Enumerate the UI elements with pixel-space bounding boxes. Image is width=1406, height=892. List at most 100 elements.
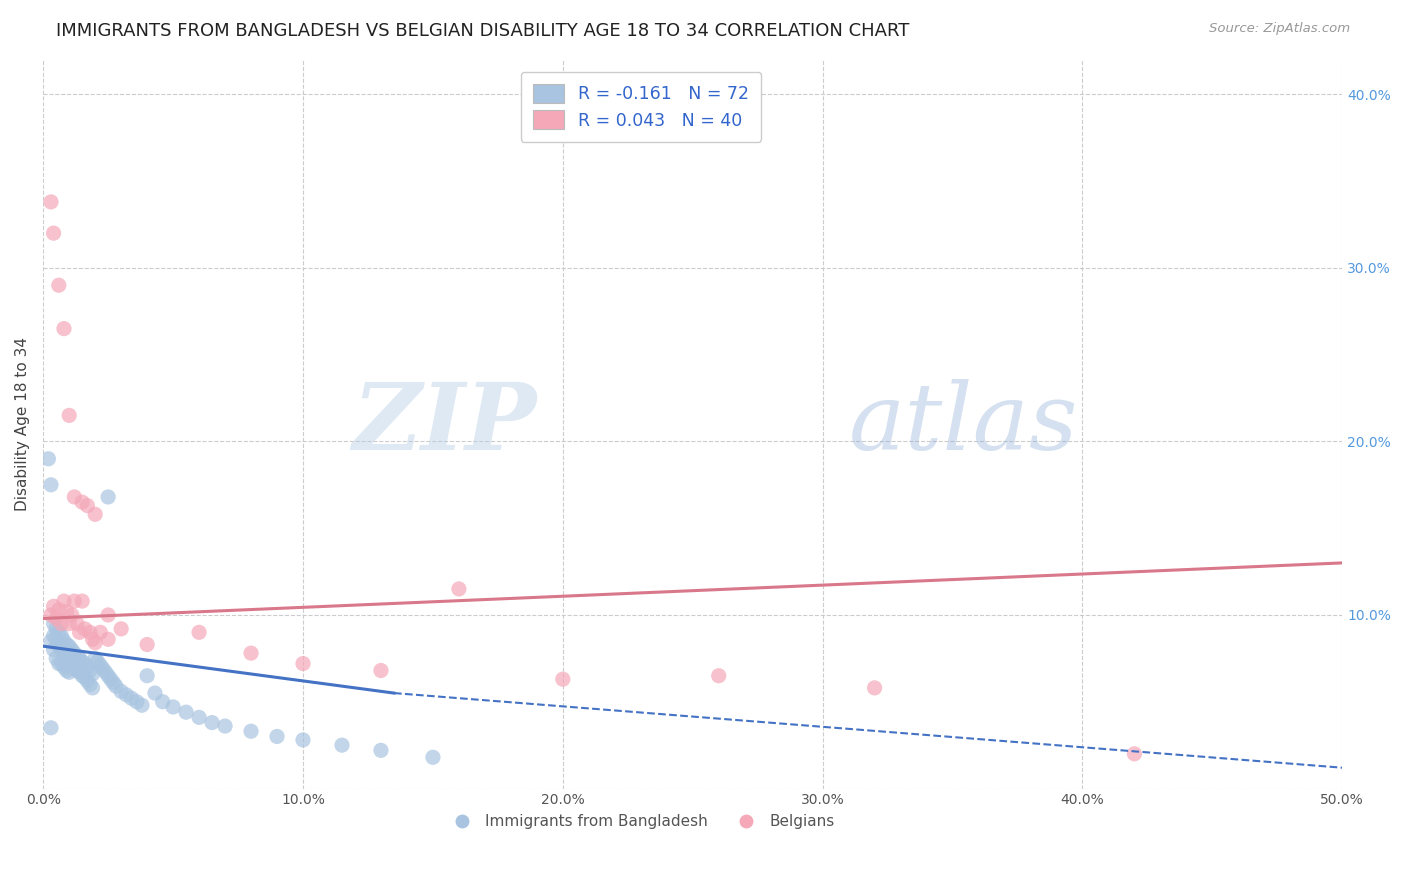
Point: [79, 677, 101, 691]
Point: [53, 321, 76, 335]
Y-axis label: Disability Age 18 to 34: Disability Age 18 to 34: [15, 337, 30, 511]
Point: [45, 632, 67, 647]
Point: [82, 681, 104, 695]
Point: [76, 660, 98, 674]
Point: [104, 679, 127, 693]
Point: [97, 490, 120, 504]
Point: [42, 616, 65, 631]
Point: [103, 675, 125, 690]
Point: [70, 655, 93, 669]
Point: [60, 655, 83, 669]
Point: [97, 669, 120, 683]
Point: [69, 651, 91, 665]
Point: [70, 495, 93, 509]
Point: [48, 603, 70, 617]
Point: [42, 629, 65, 643]
Point: [55, 664, 77, 678]
Point: [100, 672, 122, 686]
Point: [292, 657, 315, 671]
Point: [84, 636, 107, 650]
Point: [97, 607, 120, 622]
Point: [110, 684, 132, 698]
Point: [73, 670, 96, 684]
Point: [42, 599, 65, 614]
Point: [89, 625, 111, 640]
Point: [136, 669, 159, 683]
Point: [39, 194, 62, 209]
Point: [51, 657, 73, 671]
Point: [152, 695, 174, 709]
Point: [42, 642, 65, 657]
Point: [84, 508, 107, 522]
Point: [188, 625, 211, 640]
Point: [266, 730, 288, 744]
Point: [136, 638, 159, 652]
Point: [63, 660, 86, 674]
Point: [240, 646, 263, 660]
Point: [63, 490, 86, 504]
Point: [69, 625, 91, 640]
Point: [79, 664, 101, 678]
Point: [551, 672, 574, 686]
Legend: Immigrants from Bangladesh, Belgians: Immigrants from Bangladesh, Belgians: [441, 808, 841, 836]
Point: [39, 478, 62, 492]
Point: [94, 665, 117, 680]
Point: [84, 651, 107, 665]
Point: [58, 616, 80, 631]
Text: Source: ZipAtlas.com: Source: ZipAtlas.com: [1209, 22, 1350, 36]
Point: [53, 646, 76, 660]
Point: [48, 639, 70, 653]
Point: [73, 657, 96, 671]
Point: [70, 594, 93, 608]
Point: [53, 634, 76, 648]
Point: [63, 594, 86, 608]
Point: [1123, 747, 1146, 761]
Point: [79, 625, 101, 640]
Point: [143, 686, 166, 700]
Point: [58, 665, 80, 680]
Point: [76, 673, 98, 688]
Point: [91, 662, 114, 676]
Point: [39, 607, 62, 622]
Point: [110, 622, 132, 636]
Point: [214, 719, 236, 733]
Point: [292, 733, 315, 747]
Point: [58, 651, 80, 665]
Point: [53, 660, 76, 674]
Point: [76, 499, 98, 513]
Point: [60, 642, 83, 657]
Point: [39, 721, 62, 735]
Point: [69, 665, 91, 680]
Point: [45, 651, 67, 665]
Point: [97, 632, 120, 647]
Point: [58, 639, 80, 653]
Point: [37, 451, 59, 466]
Point: [51, 616, 73, 631]
Point: [201, 715, 224, 730]
Point: [66, 649, 89, 664]
Point: [53, 594, 76, 608]
Point: [45, 622, 67, 636]
Point: [55, 638, 77, 652]
Point: [82, 632, 104, 647]
Point: [240, 724, 263, 739]
Point: [89, 658, 111, 673]
Point: [45, 611, 67, 625]
Point: [447, 582, 470, 596]
Point: [115, 688, 138, 702]
Text: ZIP: ZIP: [353, 379, 537, 469]
Point: [73, 622, 96, 636]
Point: [125, 695, 148, 709]
Point: [330, 738, 353, 752]
Point: [66, 616, 89, 631]
Point: [174, 705, 197, 719]
Point: [162, 700, 184, 714]
Point: [422, 750, 444, 764]
Point: [51, 629, 73, 643]
Point: [188, 710, 211, 724]
Point: [70, 669, 93, 683]
Text: atlas: atlas: [849, 379, 1078, 469]
Text: IMMIGRANTS FROM BANGLADESH VS BELGIAN DISABILITY AGE 18 TO 34 CORRELATION CHART: IMMIGRANTS FROM BANGLADESH VS BELGIAN DI…: [56, 22, 910, 40]
Point: [60, 607, 83, 622]
Point: [42, 226, 65, 240]
